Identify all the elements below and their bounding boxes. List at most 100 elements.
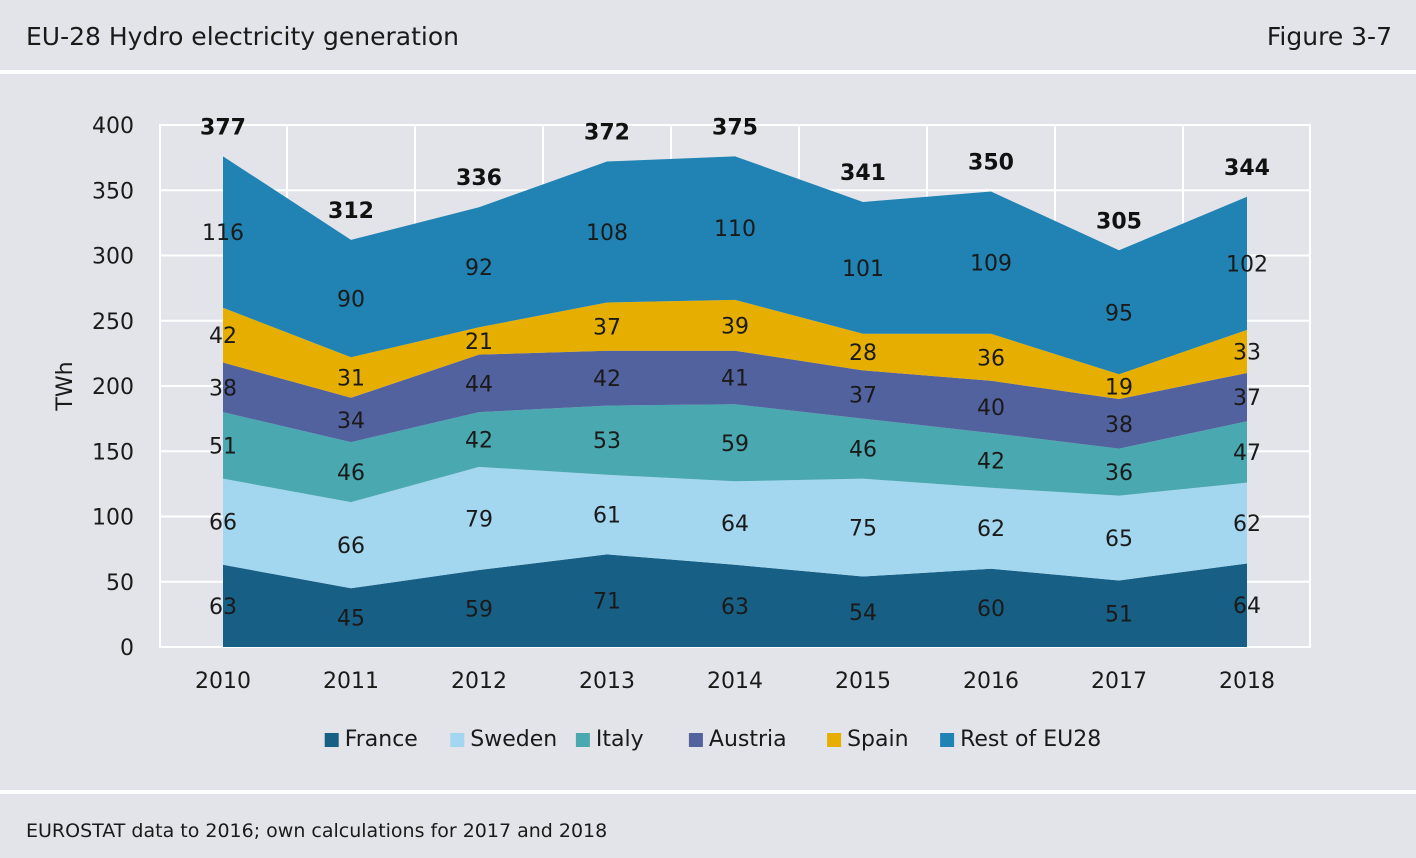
data-label-france: 45 [337, 607, 365, 632]
y-axis-label: TWh [53, 361, 78, 411]
x-tick-label: 2018 [1219, 669, 1275, 694]
data-label-rest-of-eu28: 101 [842, 257, 884, 282]
data-label-sweden: 62 [1233, 512, 1261, 537]
data-label-france: 71 [593, 590, 621, 615]
data-label-sweden: 65 [1105, 527, 1133, 552]
legend-swatch [450, 733, 465, 747]
data-label-france: 60 [977, 597, 1005, 622]
x-tick-label: 2010 [195, 669, 251, 694]
data-label-spain: 19 [1105, 376, 1133, 401]
data-label-austria: 44 [465, 372, 493, 397]
data-label-spain: 21 [465, 330, 493, 355]
x-tick-label: 2012 [451, 669, 507, 694]
area-spain [223, 299, 1247, 400]
data-label-spain: 31 [337, 367, 365, 392]
total-label: 336 [456, 166, 502, 191]
data-label-austria: 37 [849, 383, 877, 408]
data-label-rest-of-eu28: 116 [202, 221, 244, 246]
x-tick-label: 2016 [963, 669, 1019, 694]
legend-item-france: France [324, 727, 418, 752]
y-tick-label: 250 [92, 310, 134, 335]
legend-swatch [688, 733, 703, 747]
data-label-italy: 46 [337, 461, 365, 486]
total-label: 312 [328, 199, 374, 224]
legend-label: Rest of EU28 [960, 727, 1101, 752]
data-label-spain: 42 [209, 324, 237, 349]
data-label-sweden: 62 [977, 517, 1005, 542]
data-label-sweden: 64 [721, 512, 749, 537]
data-label-sweden: 66 [209, 511, 237, 536]
total-label: 344 [1224, 156, 1270, 181]
data-label-spain: 28 [849, 341, 877, 366]
total-label: 372 [584, 121, 630, 146]
y-tick-label: 350 [92, 179, 134, 204]
data-label-italy: 53 [593, 429, 621, 454]
legend-item-rest-of-eu28: Rest of EU28 [940, 727, 1101, 752]
y-tick-label: 50 [106, 571, 134, 596]
data-label-sweden: 66 [337, 534, 365, 559]
total-label: 350 [968, 151, 1014, 176]
area-italy [223, 404, 1247, 503]
data-label-italy: 46 [849, 438, 877, 463]
legend-label: Spain [847, 727, 908, 752]
source-note: EUROSTAT data to 2016; own calculations … [26, 820, 608, 842]
legend-label: Sweden [470, 727, 557, 752]
data-label-spain: 36 [977, 346, 1005, 371]
data-label-austria: 37 [1233, 386, 1261, 411]
data-label-rest-of-eu28: 95 [1105, 301, 1133, 326]
x-tick-label: 2014 [707, 669, 763, 694]
total-label: 377 [200, 115, 246, 140]
x-tick-label: 2015 [835, 669, 891, 694]
area-sweden [223, 466, 1247, 589]
data-label-rest-of-eu28: 108 [586, 221, 628, 246]
figure-number: Figure 3-7 [1266, 22, 1392, 51]
data-label-austria: 34 [337, 409, 365, 434]
legend-item-italy: Italy [575, 727, 644, 752]
legend-item-austria: Austria [688, 727, 787, 752]
data-label-austria: 42 [593, 367, 621, 392]
data-label-austria: 40 [977, 396, 1005, 421]
data-label-austria: 41 [721, 367, 749, 392]
data-label-france: 64 [1233, 594, 1261, 619]
data-label-austria: 38 [1105, 413, 1133, 438]
data-label-france: 63 [721, 595, 749, 620]
legend-swatch [575, 733, 590, 747]
data-label-sweden: 61 [593, 504, 621, 529]
data-label-italy: 51 [209, 434, 237, 459]
area-france [223, 554, 1247, 647]
data-label-sweden: 75 [849, 517, 877, 542]
data-label-france: 51 [1105, 603, 1133, 628]
area-rest-of-eu28 [223, 156, 1247, 375]
data-label-sweden: 79 [465, 507, 493, 532]
y-tick-label: 300 [92, 245, 134, 270]
legend-item-sweden: Sweden [450, 727, 557, 752]
data-label-spain: 33 [1233, 340, 1261, 365]
y-tick-label: 100 [92, 506, 134, 531]
data-label-italy: 59 [721, 432, 749, 457]
legend-label: France [345, 727, 418, 752]
legend-swatch [324, 733, 339, 747]
legend-swatch [940, 733, 955, 747]
legend-item-spain: Spain [827, 727, 909, 752]
header: EU-28 Hydro electricity generation Figur… [0, 0, 1416, 74]
y-tick-label: 0 [120, 636, 134, 661]
data-label-france: 54 [849, 601, 877, 626]
x-tick-label: 2013 [579, 669, 635, 694]
data-label-italy: 42 [465, 429, 493, 454]
chart-title: EU-28 Hydro electricity generation [26, 22, 459, 51]
data-label-italy: 47 [1233, 441, 1261, 466]
data-label-rest-of-eu28: 92 [465, 256, 493, 281]
data-label-rest-of-eu28: 102 [1226, 252, 1268, 277]
y-tick-label: 200 [92, 375, 134, 400]
area-austria [223, 350, 1247, 449]
total-label: 341 [840, 161, 886, 186]
data-label-rest-of-eu28: 90 [337, 288, 365, 313]
legend-swatch [827, 733, 842, 747]
legend-label: Austria [709, 727, 787, 752]
stacked-area-chart: 63 45 59 71 63 54 60 51 64 66 66 79 61 64 75 62 65 62 51 46… [53, 114, 1311, 752]
x-tick-label: 2017 [1091, 669, 1147, 694]
data-label-france: 59 [465, 598, 493, 623]
data-label-france: 63 [209, 595, 237, 620]
data-label-rest-of-eu28: 109 [970, 252, 1012, 277]
x-tick-label: 2011 [323, 669, 379, 694]
